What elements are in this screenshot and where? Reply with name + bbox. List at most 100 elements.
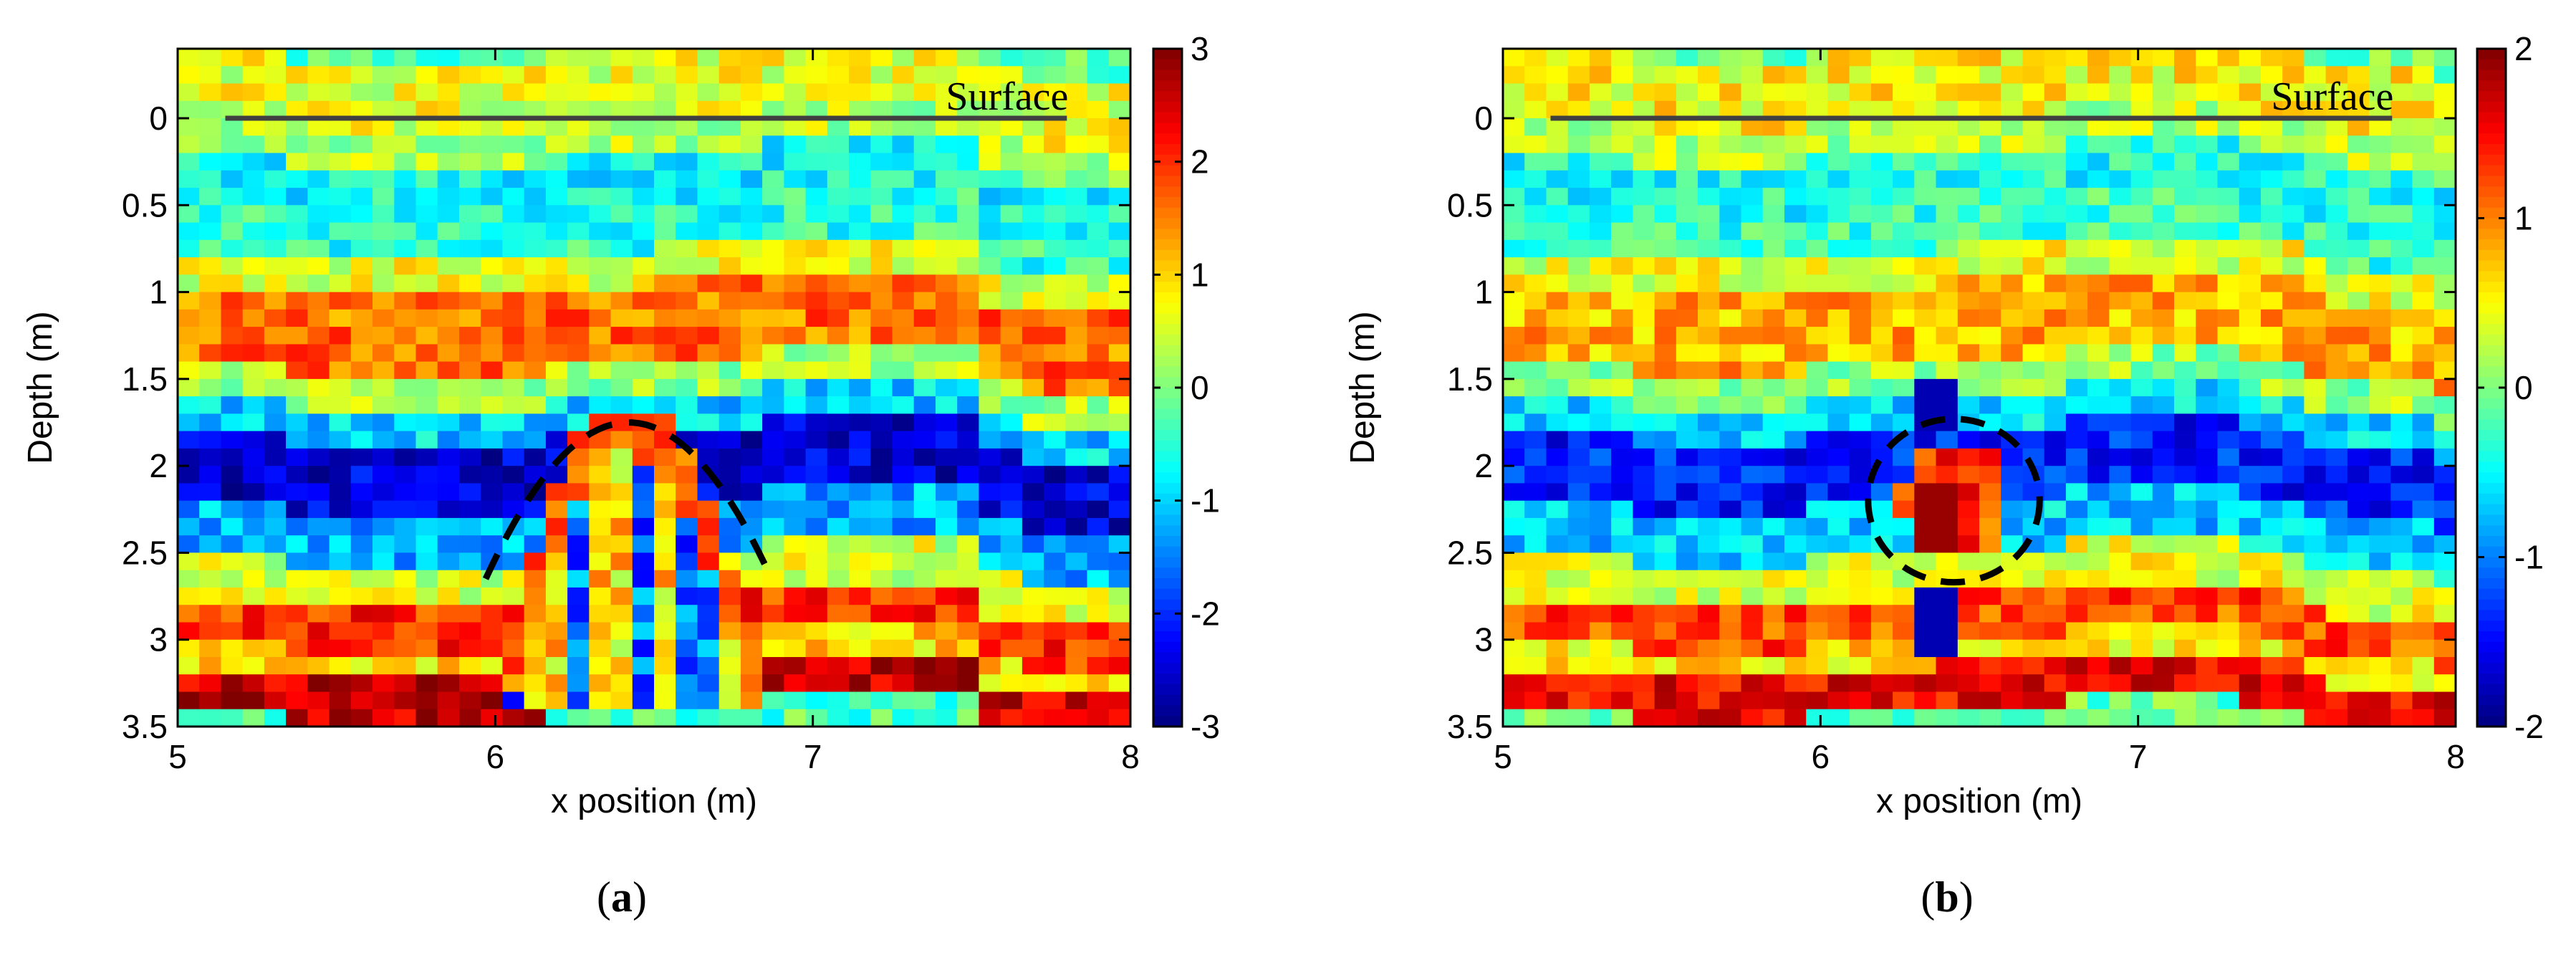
heatmap-cell [329,639,352,658]
heatmap-cell [1719,587,1742,605]
heatmap-cell [2152,691,2175,710]
heatmap-cell [2217,674,2240,693]
heatmap-cell [286,222,309,241]
heatmap-cell [2087,274,2110,293]
heatmap-cell [502,205,525,224]
heatmap-cell [2196,709,2219,727]
heatmap-cell [849,292,871,310]
heatmap-cell [2109,639,2132,658]
heatmap-cell [2369,709,2392,727]
heatmap-cell [2130,674,2153,693]
heatmap-cell [1676,66,1698,85]
heatmap-cell [1784,327,1807,345]
heatmap-cell [1000,118,1023,137]
heatmap-cell [459,552,481,571]
heatmap-cell [697,587,720,605]
heatmap-cell [979,587,1001,605]
heatmap-cell [1503,674,1525,693]
heatmap-cell [1957,170,1980,188]
heatmap-cell [2304,274,2327,293]
heatmap-cell [1567,188,1590,206]
heatmap-cell [957,153,980,171]
heatmap-cell [286,517,309,536]
heatmap-cell [1044,605,1067,623]
heatmap-cell [1633,188,1655,206]
heatmap-cell [1676,118,1698,137]
heatmap-cell [459,605,481,623]
heatmap-cell [1044,639,1067,658]
heatmap-cell [2433,239,2456,258]
heatmap-cell [870,239,893,258]
heatmap-cell [936,674,958,693]
heatmap-cell [957,413,980,432]
heatmap-cell [1936,309,1959,327]
heatmap-cell [892,222,915,241]
heatmap-cell [676,188,698,206]
heatmap-cell [1044,49,1067,67]
heatmap-cell [2282,292,2305,310]
heatmap-cell [2325,674,2348,693]
heatmap-cell [1784,135,1807,154]
heatmap-cell [2325,639,2348,658]
heatmap-cell [2065,500,2088,519]
heatmap-cell [1762,135,1785,154]
heatmap-cell [221,153,244,171]
heatmap-cell [1589,222,1612,241]
heatmap-cell [2304,622,2327,641]
heatmap-cell [1762,570,1785,588]
heatmap-cell [870,535,893,554]
heatmap-cell [1589,691,1612,710]
heatmap-cell [1503,344,1525,363]
x-tick-label: 8 [2446,738,2465,775]
heatmap-cell [2325,344,2348,363]
heatmap-cell [1108,135,1130,154]
heatmap-cell [415,222,438,241]
x-tick-label: 5 [1494,738,1512,775]
heatmap-cell [2390,257,2413,276]
heatmap-cell [2412,66,2435,85]
heatmap-cell [610,535,633,554]
heatmap-cell [805,500,828,519]
heatmap-cell [1893,691,1916,710]
heatmap-cell [502,396,525,415]
heatmap-cell [1698,49,1720,67]
heatmap-cell [567,274,590,293]
heatmap-cell [1589,292,1612,310]
heatmap-cell [415,535,438,554]
heatmap-cell [1979,396,2001,415]
heatmap-cell [2001,170,2024,188]
heatmap-cell [2022,674,2045,693]
heatmap-cell [1893,674,1916,693]
heatmap-cell [849,674,871,693]
heatmap-cell [2390,239,2413,258]
heatmap-cell [913,466,936,484]
heatmap-cell [2087,292,2110,310]
heatmap-cell [2325,170,2348,188]
heatmap-cell [784,691,807,710]
heatmap-cell [2433,431,2456,449]
heatmap-cell [1784,378,1807,397]
heatmap-cell [936,605,958,623]
heatmap-cell [1044,188,1067,206]
heatmap-cell [610,344,633,363]
heatmap-cell [242,605,265,623]
heatmap-cell [1087,83,1110,102]
heatmap-cell [1524,396,1547,415]
heatmap-cell [1806,517,1829,536]
heatmap-cell [329,709,352,727]
heatmap-cell [1654,153,1677,171]
heatmap-cell [1000,691,1023,710]
heatmap-cell [1044,396,1067,415]
heatmap-cell [415,274,438,293]
heatmap-cell [2433,274,2456,293]
heatmap-cell [394,49,417,67]
heatmap-cell [1524,153,1547,171]
heatmap-cell [936,188,958,206]
heatmap-cell [719,188,741,206]
heatmap-cell [2044,135,2067,154]
heatmap-cell [394,118,417,137]
heatmap-cell [242,135,265,154]
heatmap-cell [2087,153,2110,171]
heatmap-cell [1611,691,1634,710]
heatmap-cell [957,622,980,641]
